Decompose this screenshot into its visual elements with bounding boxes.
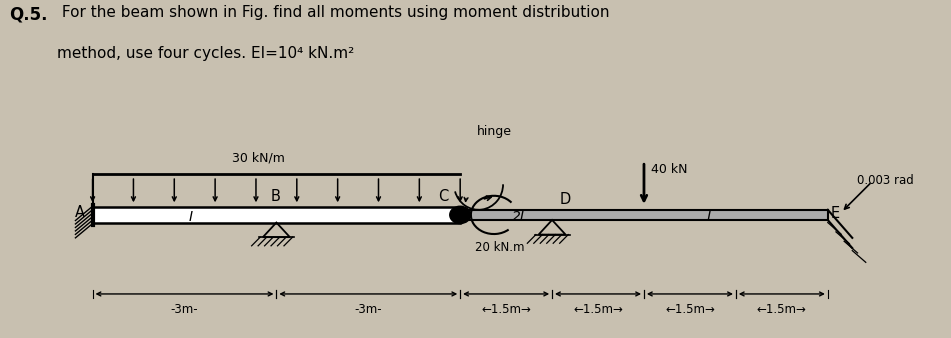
- Text: ←1.5m→: ←1.5m→: [481, 303, 531, 316]
- Text: Q.5.: Q.5.: [10, 5, 48, 23]
- Text: For the beam shown in Fig. find all moments using moment distribution: For the beam shown in Fig. find all mome…: [57, 5, 610, 20]
- Text: -3m-: -3m-: [170, 303, 199, 316]
- Bar: [92, 207, 460, 222]
- Text: 2I: 2I: [512, 211, 525, 224]
- Text: ←1.5m→: ←1.5m→: [573, 303, 623, 316]
- Bar: [460, 210, 827, 220]
- Text: B: B: [270, 189, 281, 204]
- Text: ←1.5m→: ←1.5m→: [757, 303, 806, 316]
- Text: I: I: [188, 211, 193, 224]
- Text: hinge: hinge: [476, 125, 512, 138]
- Text: 40 kN: 40 kN: [651, 163, 688, 176]
- Text: E: E: [831, 207, 840, 221]
- Text: D: D: [559, 192, 571, 207]
- Text: -3m-: -3m-: [355, 303, 382, 316]
- Text: I: I: [707, 211, 710, 224]
- Text: A: A: [75, 205, 86, 220]
- Text: 0.003 rad: 0.003 rad: [857, 174, 914, 187]
- Text: ←1.5m→: ←1.5m→: [665, 303, 715, 316]
- Text: C: C: [437, 189, 448, 204]
- Text: 30 kN/m: 30 kN/m: [232, 152, 284, 165]
- Text: method, use four cycles. EI=10⁴ kN.m²: method, use four cycles. EI=10⁴ kN.m²: [57, 46, 355, 61]
- Text: 20 kN.m: 20 kN.m: [476, 241, 525, 255]
- Circle shape: [450, 206, 471, 223]
